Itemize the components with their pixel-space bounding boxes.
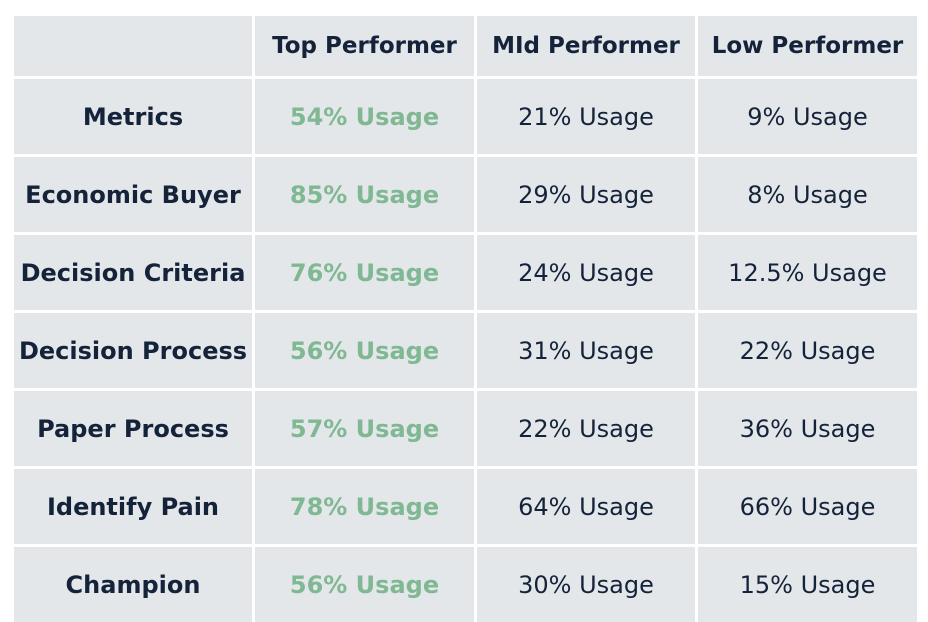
row-label-paper-process: Paper Process bbox=[14, 391, 252, 466]
cell-low-metrics: 9% Usage bbox=[698, 79, 917, 154]
cell-mid-decision-criteria: 24% Usage bbox=[477, 235, 695, 310]
row-label-identify-pain: Identify Pain bbox=[14, 469, 252, 544]
cell-top-decision-process: 56% Usage bbox=[255, 313, 474, 388]
header-top-performer: Top Performer bbox=[255, 16, 474, 76]
row-label-decision-process: Decision Process bbox=[14, 313, 252, 388]
cell-mid-identify-pain: 64% Usage bbox=[477, 469, 695, 544]
cell-mid-decision-process: 31% Usage bbox=[477, 313, 695, 388]
cell-low-decision-criteria: 12.5% Usage bbox=[698, 235, 917, 310]
cell-top-paper-process: 57% Usage bbox=[255, 391, 474, 466]
row-label-champion: Champion bbox=[14, 547, 252, 622]
cell-mid-champion: 30% Usage bbox=[477, 547, 695, 622]
header-mid-performer: MId Performer bbox=[477, 16, 695, 76]
cell-mid-paper-process: 22% Usage bbox=[477, 391, 695, 466]
cell-low-paper-process: 36% Usage bbox=[698, 391, 917, 466]
cell-low-identify-pain: 66% Usage bbox=[698, 469, 917, 544]
cell-top-decision-criteria: 76% Usage bbox=[255, 235, 474, 310]
cell-top-economic-buyer: 85% Usage bbox=[255, 157, 474, 232]
cell-low-decision-process: 22% Usage bbox=[698, 313, 917, 388]
cell-top-identify-pain: 78% Usage bbox=[255, 469, 474, 544]
cell-low-economic-buyer: 8% Usage bbox=[698, 157, 917, 232]
header-low-performer: Low Performer bbox=[698, 16, 917, 76]
cell-low-champion: 15% Usage bbox=[698, 547, 917, 622]
row-label-decision-criteria: Decision Criteria bbox=[14, 235, 252, 310]
row-label-economic-buyer: Economic Buyer bbox=[14, 157, 252, 232]
cell-top-champion: 56% Usage bbox=[255, 547, 474, 622]
header-corner bbox=[14, 16, 252, 76]
row-label-metrics: Metrics bbox=[14, 79, 252, 154]
cell-mid-economic-buyer: 29% Usage bbox=[477, 157, 695, 232]
performance-table: Top Performer MId Performer Low Performe… bbox=[14, 16, 917, 622]
cell-mid-metrics: 21% Usage bbox=[477, 79, 695, 154]
cell-top-metrics: 54% Usage bbox=[255, 79, 474, 154]
